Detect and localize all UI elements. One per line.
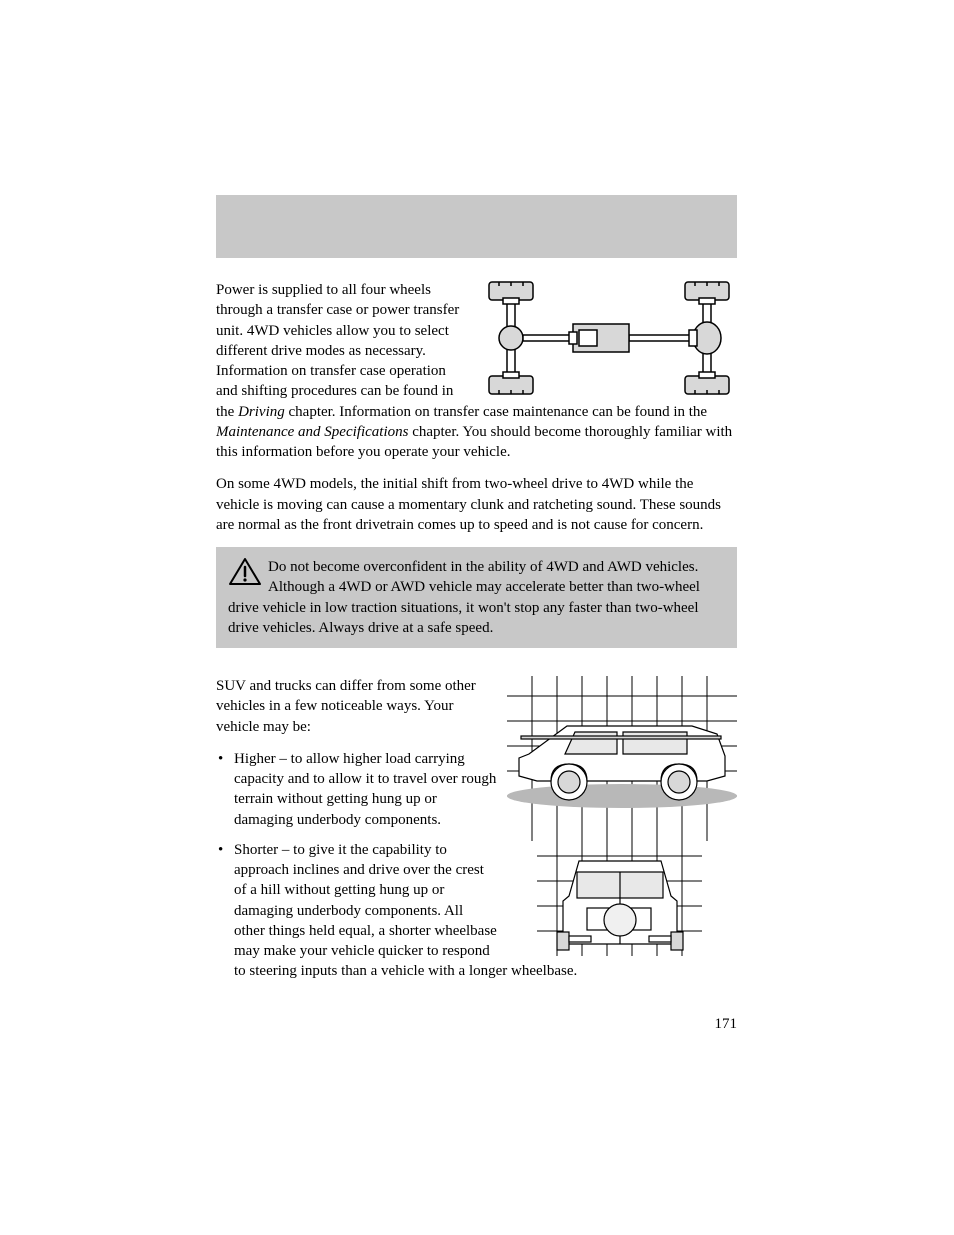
drivetrain-diagram-icon [481, 280, 737, 396]
suv-characteristics-list: Higher – to allow higher load carrying c… [216, 749, 737, 982]
warning-text: Do not become overconfident in the abili… [228, 559, 700, 636]
text: chapter. Information on transfer case ma… [285, 404, 707, 420]
list-item-higher: Higher – to allow higher load carrying c… [216, 749, 737, 830]
page: Power is supplied to all four wheels thr… [0, 0, 954, 1074]
section-suv-differences: SUV and trucks can differ from some othe… [216, 676, 737, 994]
warning-box: Do not become overconfident in the abili… [216, 547, 737, 648]
warning-triangle-icon [228, 557, 262, 587]
paragraph-4wd-shift: On some 4WD models, the initial shift fr… [216, 474, 737, 535]
text: Power is supplied to all four wheels thr… [216, 282, 459, 420]
page-number: 171 [216, 1014, 737, 1034]
chapter-ref-maintenance: Maintenance and Specifications [216, 424, 408, 440]
page-content: Power is supplied to all four wheels thr… [216, 195, 737, 1034]
list-item-shorter: Shorter – to give it the capability to a… [216, 840, 737, 982]
section-4wd-intro: Power is supplied to all four wheels thr… [216, 280, 737, 474]
chapter-ref-driving: Driving [238, 404, 285, 420]
